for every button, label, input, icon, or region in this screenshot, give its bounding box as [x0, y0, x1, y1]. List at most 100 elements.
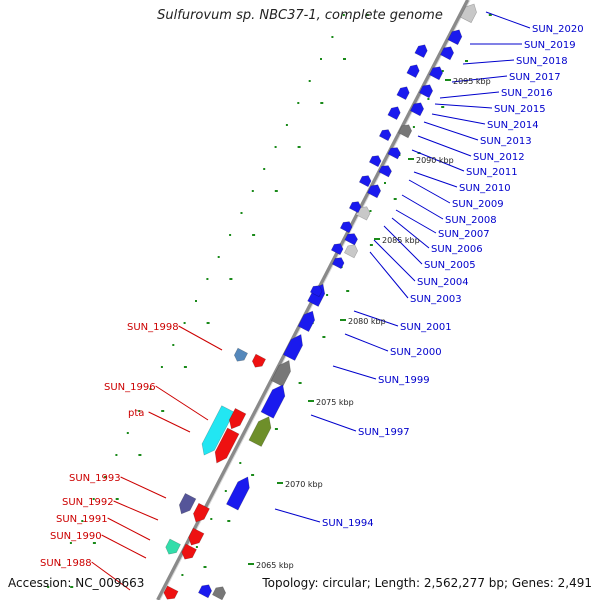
tick-mark — [343, 58, 346, 60]
forward-gene — [225, 476, 250, 511]
tick-mark — [412, 126, 415, 128]
tick-mark — [81, 520, 84, 522]
scale-label: 2065 kbp — [256, 561, 294, 570]
gene-label-forward: SUN_2014 — [487, 120, 539, 131]
tick-mark — [115, 498, 119, 500]
scale-labels: 2095 kbp 2090 kbp 2085 kbp 2080 kbp 2075 kbp… — [248, 77, 491, 570]
forward-gene — [248, 416, 272, 447]
tick-mark — [427, 98, 430, 100]
leader-line — [383, 225, 423, 265]
tick-mark — [160, 366, 163, 368]
scale-label: 2090 kbp — [416, 156, 454, 165]
gene-label-forward: SUN_2019 — [524, 40, 576, 51]
tick-mark — [92, 542, 96, 544]
tick-mark — [206, 322, 210, 324]
tick-mark — [488, 14, 492, 16]
tick-mark — [369, 210, 372, 212]
gene-label-reverse: SUN_1993 — [69, 473, 121, 484]
forward-gene — [378, 129, 392, 142]
leader-line — [91, 561, 131, 591]
reverse-gene — [178, 492, 197, 515]
tick-mark — [346, 290, 350, 292]
scale-tick — [277, 482, 283, 484]
leader-line — [332, 365, 377, 380]
tick-mark — [115, 454, 118, 456]
tick-mark — [297, 102, 300, 104]
tick-mark — [285, 124, 288, 126]
tick-mark — [138, 410, 141, 412]
scale-label: 2070 kbp — [285, 480, 323, 489]
leader-line — [439, 91, 500, 99]
tick-mark — [384, 182, 386, 184]
leader-line — [485, 11, 531, 29]
forward-gene — [406, 64, 420, 79]
leader-line — [391, 217, 430, 249]
leader-line — [411, 149, 465, 172]
tick-mark — [69, 542, 72, 544]
tick-mark — [322, 336, 326, 338]
tick-mark — [365, 14, 369, 16]
tick-mark — [227, 520, 231, 522]
gene-label-forward: SUN_2013 — [480, 136, 532, 147]
tick-mark — [161, 410, 165, 412]
leader-line — [101, 534, 147, 559]
leader-line — [310, 414, 357, 432]
label-leaders — [91, 11, 531, 591]
forward-gene — [211, 586, 227, 601]
gene-label-reverse: pta — [128, 408, 144, 419]
gene-label-forward: SUN_2018 — [516, 56, 568, 67]
tick-mark — [70, 586, 74, 588]
gene-labels: SUN_2020 SUN_2019 SUN_2018 SUN_2017 SUN_2016… — [40, 24, 584, 569]
forward-gene — [447, 29, 463, 46]
tick-mark — [172, 344, 175, 346]
scale-tick — [248, 563, 254, 565]
leader-line — [373, 239, 416, 282]
tick-mark — [326, 294, 329, 296]
gene-label-forward: SUN_2009 — [452, 199, 504, 210]
tick-mark — [58, 564, 61, 566]
forward-gene — [270, 360, 291, 387]
leader-line — [344, 333, 389, 352]
accession-text: Accession: NC_009663 — [8, 576, 145, 590]
forward-gene — [309, 285, 323, 298]
tick-mark — [263, 168, 266, 170]
tick-mark — [252, 234, 256, 236]
forward-gene — [197, 584, 213, 599]
leader-line — [155, 385, 209, 421]
tick-mark — [206, 278, 209, 280]
tick-mark — [239, 462, 242, 464]
forward-gene — [414, 44, 428, 59]
gene-label-forward: SUN_1994 — [322, 518, 374, 529]
genome-stats-text: Topology: circular; Length: 2,562,277 bp… — [262, 576, 592, 590]
scale-tick — [308, 400, 314, 402]
forward-gene — [409, 102, 425, 117]
reverse-gene — [193, 502, 210, 523]
forward-gene — [396, 86, 410, 101]
tick-mark — [369, 244, 373, 246]
forward-gene — [460, 3, 477, 24]
tick-mark — [308, 80, 311, 82]
forward-gene — [366, 184, 382, 199]
leader-line — [274, 508, 321, 523]
tick-mark — [331, 36, 334, 38]
leader-line — [413, 171, 458, 188]
gene-label-forward: SUN_2004 — [417, 277, 469, 288]
tick-mark — [320, 58, 322, 60]
tick-mark — [274, 190, 278, 192]
gene-label-forward: SUN_2007 — [438, 229, 490, 240]
leader-line — [178, 325, 223, 351]
gene-label-forward: SUN_2012 — [473, 152, 525, 163]
scale-label: 2080 kbp — [348, 317, 386, 326]
forward-gene — [368, 155, 382, 168]
scale-tick — [408, 158, 414, 160]
tick-mark — [274, 146, 277, 148]
leader-line — [107, 517, 151, 541]
reverse-gene — [201, 405, 235, 456]
forward-gene — [343, 244, 359, 259]
tick-mark — [320, 102, 324, 104]
forward-gene — [297, 310, 316, 333]
forward-gene — [387, 147, 401, 160]
gene-label-reverse: SUN_1992 — [62, 497, 114, 508]
gene-label-reverse: SUN_1991 — [56, 514, 108, 525]
scale-tick — [374, 238, 380, 240]
